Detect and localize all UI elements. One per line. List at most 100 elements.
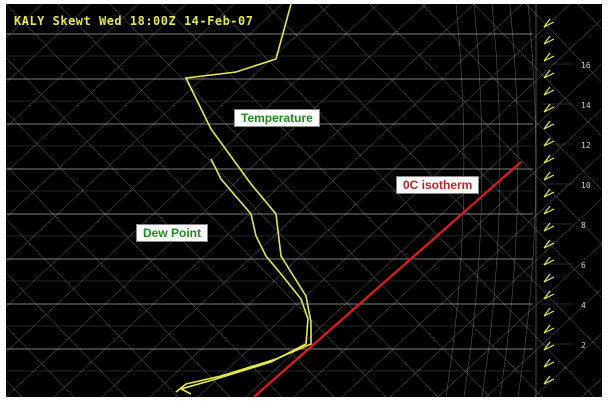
wind-barb — [543, 290, 551, 300]
wind-barb — [543, 137, 551, 147]
wind-barb — [543, 307, 551, 317]
isotherm-grid-line — [6, 4, 139, 128]
wind-scale-label: 2 — [581, 341, 586, 350]
moist-adiabat-line — [499, 4, 519, 397]
adiabat-grid-line — [161, 4, 543, 397]
wind-barb — [543, 188, 551, 198]
adiabat-grid-line — [265, 4, 602, 352]
wind-barb — [543, 276, 555, 283]
isotherm-grid-line — [6, 4, 187, 173]
wind-scale-label: 14 — [581, 101, 591, 110]
isotherm-0c-line — [253, 161, 522, 397]
wind-barb — [543, 256, 551, 266]
adiabat-grid-line — [57, 4, 439, 397]
skewt-plot: 16 14 12 10 8 6 4 2 — [6, 4, 602, 397]
isotherm-grid-line — [437, 243, 602, 397]
isotherm-grid-line — [485, 288, 602, 397]
adiabat-grid-line — [6, 164, 231, 397]
wind-barb — [543, 327, 555, 334]
wind-barb — [543, 225, 555, 232]
isotherm-grid-line — [245, 63, 602, 397]
wind-barb — [543, 69, 551, 79]
moist-adiabat-line — [481, 4, 501, 397]
wind-barb — [543, 273, 551, 283]
wind-barb — [543, 341, 551, 351]
chart-title: KALY Skewt Wed 18:00Z 14-Feb-07 — [14, 14, 254, 28]
isotherm-grid-line — [6, 4, 91, 83]
isotherm-grid-line — [6, 4, 283, 263]
isotherm-grid-line — [6, 4, 235, 218]
adiabat-grid-line — [6, 111, 283, 397]
adiabat-grid-line — [317, 4, 602, 299]
adiabat-grid-line — [6, 272, 127, 397]
wind-barb — [543, 89, 555, 96]
wind-barb — [543, 35, 551, 45]
wind-barb — [543, 239, 551, 249]
wind-barb — [543, 21, 555, 28]
temperature-line — [175, 4, 312, 393]
adiabat-grid-line — [369, 4, 602, 245]
wind-barb — [543, 86, 551, 96]
wind-scale-label: 12 — [581, 141, 591, 150]
wind-barb — [543, 106, 555, 113]
adiabat-grid-line — [525, 4, 602, 83]
adiabat-grid-line — [421, 4, 602, 191]
isotherm-grid-line — [389, 198, 602, 397]
wind-barb — [543, 18, 551, 28]
isotherm-grid-line — [341, 153, 602, 397]
wind-barb — [543, 55, 555, 62]
wind-barb — [543, 123, 555, 130]
adiabat-grid-line — [213, 4, 595, 397]
adiabat-grid-line — [6, 57, 335, 397]
adiabat-grid-line — [473, 4, 602, 137]
wind-barb — [543, 259, 555, 266]
wind-barb — [543, 344, 555, 351]
wind-barb — [543, 205, 551, 215]
wind-scale-label: 10 — [581, 181, 591, 190]
isotherm-grid-line — [6, 4, 331, 308]
adiabat-grid-line — [6, 380, 23, 397]
adiabat-grid-line — [6, 4, 387, 397]
adiabat-grid-line — [109, 4, 491, 397]
isotherm-grid-line — [6, 4, 427, 397]
wind-barb — [543, 242, 555, 249]
wind-barb — [543, 378, 555, 385]
dew-point-line — [178, 158, 309, 395]
isotherm-grid-line — [533, 333, 602, 397]
wind-barb — [543, 140, 555, 147]
wind-barb — [543, 222, 551, 232]
wind-barb — [543, 208, 555, 215]
wind-barb — [543, 72, 555, 79]
isotherm-grid-line — [101, 4, 523, 397]
isotherm-grid-line — [6, 4, 379, 353]
isotherm-grid-line — [197, 18, 602, 397]
wind-barb — [543, 324, 551, 334]
wind-scale-label: 8 — [581, 221, 586, 230]
wind-barb — [543, 361, 555, 368]
adiabat-grid-line — [6, 326, 75, 397]
isotherm-grid-line — [293, 108, 602, 397]
moist-adiabat-line — [517, 4, 537, 397]
wind-barb — [543, 171, 551, 181]
wind-scale-label: 16 — [581, 61, 591, 70]
wind-scale-label: 4 — [581, 301, 586, 310]
wind-panel: 16 14 12 10 8 6 4 2 — [535, 4, 591, 397]
skewt-chart: 16 14 12 10 8 6 4 2 KALY Skewt Wed 18:00Z 14-Fe… — [6, 4, 602, 397]
wind-scale-label: 6 — [581, 261, 586, 270]
adiabat-grid-line — [6, 218, 179, 397]
wind-barb — [543, 191, 555, 198]
wind-barb — [543, 310, 555, 317]
chart-grid — [6, 4, 602, 397]
wind-barb — [543, 174, 555, 181]
dew-point-label: Dew Point — [136, 224, 209, 242]
wind-barb — [543, 52, 551, 62]
isotherm-grid-line — [149, 4, 571, 397]
temperature-label: Temperature — [234, 109, 320, 127]
wind-barb — [543, 154, 551, 164]
wind-barb — [543, 120, 551, 130]
wind-barb — [543, 38, 555, 45]
moist-adiabat-line — [463, 4, 483, 397]
wind-barb — [543, 103, 551, 113]
wind-barb — [543, 157, 555, 164]
wind-barb — [543, 293, 555, 300]
